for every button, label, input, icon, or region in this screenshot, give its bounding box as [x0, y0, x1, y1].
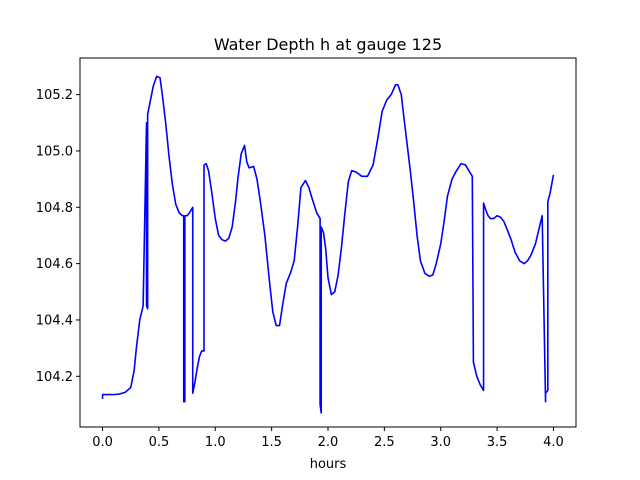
series-lines	[101, 75, 555, 414]
x-axis-label: hours	[310, 457, 347, 472]
y-tick-label: 105.0	[36, 144, 73, 159]
x-tick-label: 3.0	[430, 435, 451, 450]
x-tick-label: 2.5	[374, 435, 395, 450]
chart-title: Water Depth h at gauge 125	[214, 35, 442, 54]
y-tick-label: 104.6	[36, 257, 73, 272]
x-tick-label: 1.0	[205, 435, 226, 450]
y-tick-label: 104.2	[36, 370, 73, 385]
y-tick-label: 105.2	[36, 88, 73, 103]
plot-area-frame	[79, 57, 577, 428]
x-tick-label: 4.0	[543, 435, 564, 450]
x-axis-ticks: 0.0 0.5 1.0 1.5 2.0 2.5 3.0 3.5 4.0	[92, 427, 564, 450]
x-tick-label: 2.0	[318, 435, 339, 450]
x-tick-label: 1.5	[261, 435, 282, 450]
y-tick-label: 104.4	[36, 313, 73, 328]
y-axis-ticks: 104.2 104.4 104.6 104.8 105.0 105.2	[36, 88, 80, 385]
x-tick-label: 3.5	[487, 435, 508, 450]
x-tick-label: 0.0	[92, 435, 113, 450]
y-tick-label: 104.8	[36, 201, 73, 216]
x-tick-label: 0.5	[149, 435, 170, 450]
series-line	[101, 75, 555, 414]
